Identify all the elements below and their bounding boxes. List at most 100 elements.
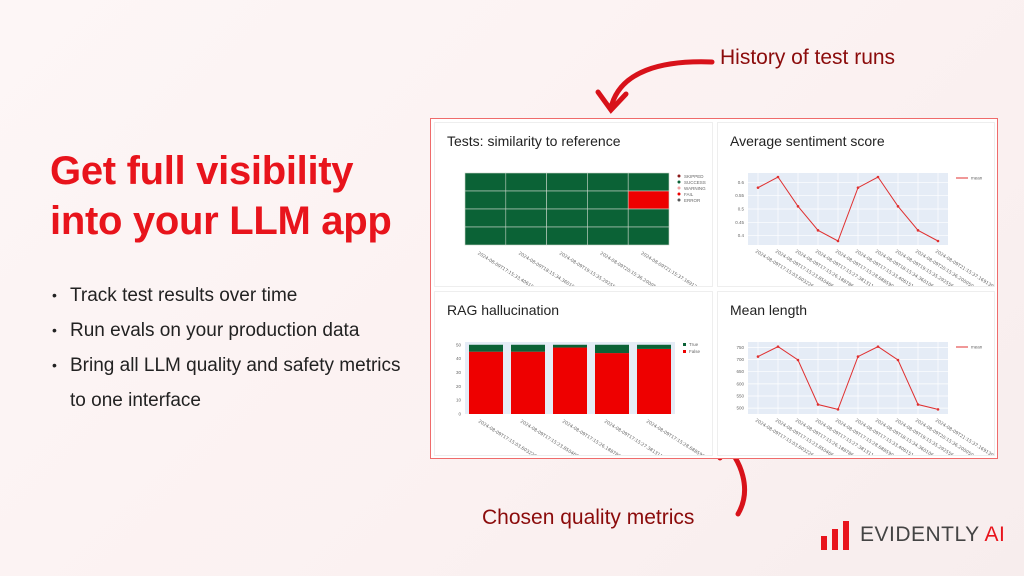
legend-marker xyxy=(677,180,681,184)
bar-segment xyxy=(637,348,671,414)
panel-title: Tests: similarity to reference xyxy=(447,133,621,149)
y-tick-label: 0.6 xyxy=(738,180,745,185)
feature-list: Track test results over time Run evals o… xyxy=(52,278,412,418)
headline: Get full visibility into your LLM app xyxy=(50,146,392,246)
legend-label: SKIPPED xyxy=(684,174,704,179)
y-tick-label: 0.45 xyxy=(735,220,744,225)
data-point xyxy=(836,239,840,243)
data-point xyxy=(816,403,820,406)
y-tick-label: 600 xyxy=(736,381,744,386)
bar-segment xyxy=(511,351,545,414)
heatmap-cell xyxy=(464,172,507,192)
plot-area xyxy=(748,342,948,414)
feature-item: Bring all LLM quality and safety metrics… xyxy=(52,348,412,418)
heatmap-cell xyxy=(505,172,547,192)
y-tick-label: 550 xyxy=(736,394,744,399)
y-tick-label: 750 xyxy=(736,345,744,350)
data-point xyxy=(816,229,820,232)
y-tick-label: 50 xyxy=(456,342,462,347)
dashboard-frame: Tests: similarity to reference 2024-08-0… xyxy=(430,118,998,459)
data-point xyxy=(896,358,900,362)
heatmap-cell xyxy=(587,172,629,192)
y-tick-label: 40 xyxy=(456,356,462,361)
y-tick-label: 30 xyxy=(456,370,462,375)
panel-title: RAG hallucination xyxy=(447,302,560,318)
legend-label: SUCCESS xyxy=(684,180,706,185)
y-tick-label: 700 xyxy=(736,357,744,362)
data-point xyxy=(936,239,940,243)
y-tick-label: 650 xyxy=(736,369,744,374)
bar-segment xyxy=(469,351,503,414)
heatmap-cell xyxy=(505,208,547,228)
panel-title: Mean length xyxy=(730,302,808,318)
headline-line-1: Get full visibility xyxy=(50,149,354,193)
data-point xyxy=(756,355,760,358)
heatmap-cell xyxy=(464,208,507,228)
legend-label: mean xyxy=(971,176,983,181)
legend-marker xyxy=(677,192,681,196)
arrow-to-history-icon xyxy=(609,59,715,107)
mean-length-line-chart: 5005506006507007502024-08-09T17:15:03.60… xyxy=(736,342,994,455)
y-tick-label: 500 xyxy=(736,406,744,411)
legend-label: False xyxy=(689,349,701,354)
heatmap-cell xyxy=(505,190,547,210)
legend-marker xyxy=(677,198,681,202)
data-point xyxy=(796,205,800,208)
sentiment-line-chart: 0.40.450.50.550.62024-08-09T17:15:03.603… xyxy=(735,173,994,286)
callout-metrics: Chosen quality metrics xyxy=(482,506,695,529)
panel-tests-similarity: Tests: similarity to reference 2024-08-0… xyxy=(434,122,713,287)
legend-marker xyxy=(683,350,686,353)
y-tick-label: 0.5 xyxy=(738,207,745,212)
evidently-logo: EVIDENTLY AI xyxy=(820,520,1005,550)
heatmap-cell xyxy=(464,226,507,246)
feature-item: Track test results over time xyxy=(52,278,412,313)
panel-rag-hallucination: RAG hallucination 0 10 20 30 40 50 2024-08-09T… xyxy=(434,291,713,456)
heatmap-cell xyxy=(505,226,547,246)
panel-mean-length: Mean length 500 550 600 650 700 750 2024-08-09… xyxy=(717,291,995,456)
data-point xyxy=(776,345,780,348)
panel-title: Average sentiment score xyxy=(730,133,885,149)
legend-label: True xyxy=(689,342,699,347)
data-point xyxy=(936,408,940,411)
heatmap-cell xyxy=(627,208,670,228)
heatmap-cell xyxy=(546,172,588,192)
panel-sentiment: Average sentiment score 0.4 0.45 0.5 0.55 0.… xyxy=(717,122,995,287)
legend-marker xyxy=(683,343,686,346)
feature-item: Run evals on your production data xyxy=(52,313,412,348)
bar-segment xyxy=(553,347,587,414)
series-line xyxy=(757,346,939,410)
legend-label: ERROR xyxy=(684,198,701,203)
data-point xyxy=(756,186,760,189)
bar-segment xyxy=(511,344,545,352)
data-point xyxy=(876,175,880,179)
heatmap-cell xyxy=(587,190,629,210)
logo-bars-icon xyxy=(821,521,849,550)
data-point xyxy=(856,186,860,189)
bar-segment xyxy=(469,344,503,352)
heatmap-cell xyxy=(627,172,670,192)
data-point xyxy=(916,229,920,232)
bar-segment xyxy=(595,353,629,414)
heatmap-cell xyxy=(546,226,588,246)
arrow-head-history-icon xyxy=(595,89,629,114)
headline-line-2: into your LLM app xyxy=(50,199,392,243)
rag-bar-chart: 010203040502024-08-09T17:15:03.603226202… xyxy=(456,342,706,455)
data-point xyxy=(876,345,880,348)
heatmap-cell xyxy=(627,190,670,210)
data-point xyxy=(916,403,920,406)
data-point xyxy=(856,355,860,358)
legend-label: WARNING xyxy=(684,186,706,191)
legend-label: FAIL xyxy=(684,192,694,197)
bar-segment xyxy=(637,344,671,349)
legend-marker xyxy=(677,186,681,190)
data-point xyxy=(776,175,780,179)
legend-marker xyxy=(677,174,681,178)
heatmap-chart: 2024-08-09T17:15:33.4061512024-08-09T18:… xyxy=(464,172,706,286)
heatmap-cell xyxy=(627,226,670,246)
y-tick-label: 0.55 xyxy=(735,193,744,198)
legend-label: mean xyxy=(971,345,983,350)
heatmap-cell xyxy=(587,226,629,246)
data-point xyxy=(836,408,840,411)
heatmap-cell xyxy=(546,190,588,210)
y-tick-label: 0 xyxy=(458,412,461,417)
